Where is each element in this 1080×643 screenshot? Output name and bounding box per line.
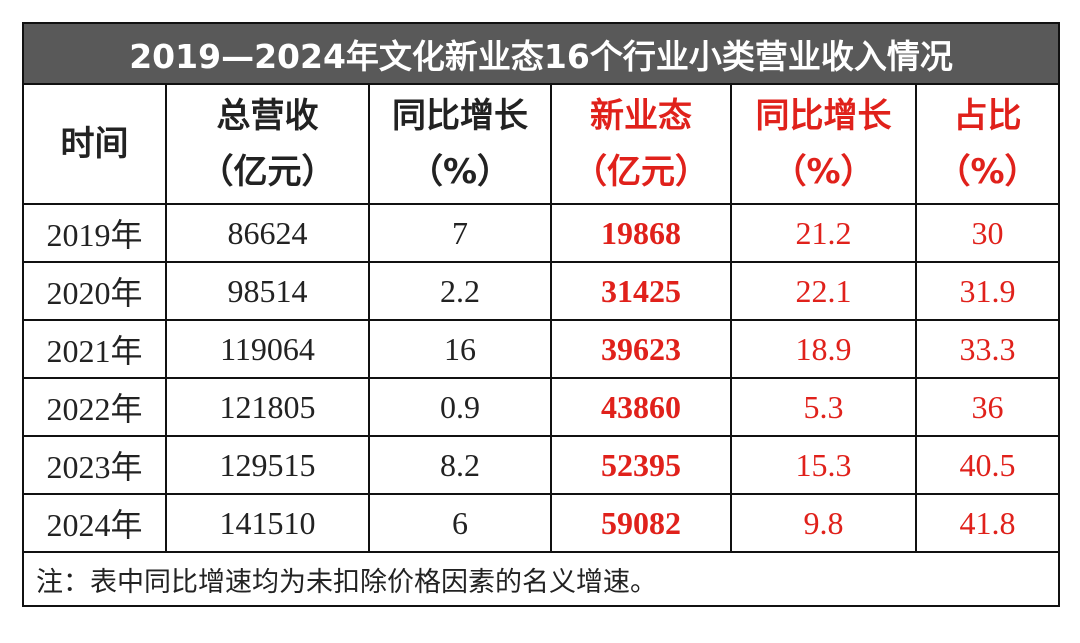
data-cell: 2022年 bbox=[22, 377, 167, 437]
header-line: 同比增长 bbox=[755, 96, 892, 136]
data-row: 2022年 121805 0.9 43860 5.3 36 bbox=[22, 377, 1061, 437]
data-cell: 2024年 bbox=[22, 493, 167, 553]
data-cell: 6 bbox=[368, 493, 552, 553]
data-cell: 31425 bbox=[550, 261, 732, 321]
header-line: 时间 bbox=[60, 124, 129, 164]
header-line: （亿元） bbox=[573, 152, 709, 192]
table-title: 2019—2024年文化新业态16个行业小类营业收入情况 bbox=[21, 22, 1061, 85]
header-line: （%） bbox=[772, 152, 875, 192]
data-cell: 39623 bbox=[550, 319, 732, 379]
data-cell: 40.5 bbox=[914, 435, 1061, 495]
header-line: 新业态 bbox=[590, 96, 692, 136]
title-row: 2019—2024年文化新业态16个行业小类营业收入情况 bbox=[21, 22, 1061, 85]
data-cell: 16 bbox=[368, 319, 552, 379]
data-cell: 2023年 bbox=[22, 435, 167, 495]
data-cell: 0.9 bbox=[368, 377, 552, 437]
header-row: 时间 总营收 （亿元） 同比增长 （%） 新业态 （亿元） 同比增长 （%） 占比 （%） bbox=[22, 83, 1061, 205]
data-cell: 15.3 bbox=[730, 435, 917, 495]
data-cell: 121805 bbox=[165, 377, 370, 437]
data-row: 2023年 129515 8.2 52395 15.3 40.5 bbox=[22, 435, 1061, 495]
note: 注：表中同比增速均为未扣除价格因素的名义增速。 bbox=[21, 551, 1061, 607]
data-cell: 2.2 bbox=[368, 261, 552, 321]
header-line: （亿元） bbox=[199, 152, 336, 192]
table-wrap: 2019—2024年文化新业态16个行业小类营业收入情况 时间 总营收 （亿元） 同比… bbox=[21, 22, 1061, 607]
header-cell: 总营收 （亿元） bbox=[165, 83, 370, 205]
data-cell: 18.9 bbox=[730, 319, 917, 379]
data-row: 2020年 98514 2.2 31425 22.1 31.9 bbox=[22, 261, 1061, 321]
data-cell: 43860 bbox=[550, 377, 732, 437]
data-cell: 129515 bbox=[165, 435, 370, 495]
header-cell: 占比 （%） bbox=[914, 83, 1061, 205]
header-line: 总营收 bbox=[216, 96, 319, 136]
data-cell: 141510 bbox=[165, 493, 370, 553]
data-row: 2021年 119064 16 39623 18.9 33.3 bbox=[22, 319, 1061, 379]
header-cell: 新业态 （亿元） bbox=[550, 83, 732, 205]
data-cell: 36 bbox=[914, 377, 1061, 437]
note-row: 注：表中同比增速均为未扣除价格因素的名义增速。 bbox=[21, 551, 1061, 607]
header-cell: 同比增长 （%） bbox=[368, 83, 552, 205]
data-cell: 21.2 bbox=[730, 203, 917, 263]
header-line: 同比增长 bbox=[392, 96, 528, 136]
data-cell: 30 bbox=[914, 203, 1061, 263]
header-line: （%） bbox=[936, 152, 1039, 192]
data-cell: 7 bbox=[368, 203, 552, 263]
table-body: 2019—2024年文化新业态16个行业小类营业收入情况 时间 总营收 （亿元） 同比… bbox=[21, 22, 1061, 607]
data-cell: 8.2 bbox=[368, 435, 552, 495]
header-line: （%） bbox=[408, 152, 512, 192]
data-cell: 22.1 bbox=[730, 261, 917, 321]
data-cell: 2021年 bbox=[22, 319, 167, 379]
data-cell: 98514 bbox=[165, 261, 370, 321]
data-cell: 52395 bbox=[550, 435, 732, 495]
data-cell: 2019年 bbox=[22, 203, 167, 263]
data-cell: 2020年 bbox=[22, 261, 167, 321]
data-cell: 41.8 bbox=[914, 493, 1061, 553]
data-table: 2019—2024年文化新业态16个行业小类营业收入情况 时间 总营收 （亿元） 同比… bbox=[21, 22, 1061, 607]
data-cell: 9.8 bbox=[730, 493, 917, 553]
header-line: 占比 bbox=[953, 96, 1022, 136]
data-cell: 31.9 bbox=[914, 261, 1061, 321]
header-cell: 同比增长 （%） bbox=[730, 83, 917, 205]
data-cell: 5.3 bbox=[730, 377, 917, 437]
data-cell: 59082 bbox=[550, 493, 732, 553]
data-row: 2024年 141510 6 59082 9.8 41.8 bbox=[22, 493, 1061, 553]
data-cell: 119064 bbox=[165, 319, 370, 379]
data-cell: 33.3 bbox=[914, 319, 1061, 379]
data-cell: 86624 bbox=[165, 203, 370, 263]
data-row: 2019年 86624 7 19868 21.2 30 bbox=[22, 203, 1061, 263]
header-cell: 时间 bbox=[22, 83, 167, 205]
data-cell: 19868 bbox=[550, 203, 732, 263]
